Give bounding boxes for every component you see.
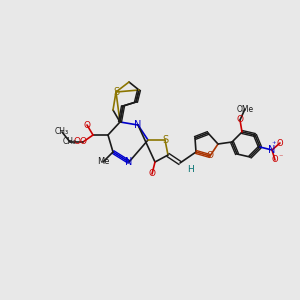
Text: O: O: [277, 139, 283, 148]
Text: O: O: [148, 169, 155, 178]
Text: O: O: [80, 137, 86, 146]
Text: Me: Me: [97, 158, 109, 166]
Text: CH₃: CH₃: [55, 128, 69, 136]
Text: O: O: [236, 116, 244, 124]
Text: O: O: [206, 152, 214, 160]
Text: O: O: [83, 121, 91, 130]
Text: N: N: [125, 157, 133, 167]
Text: ⁻: ⁻: [279, 152, 283, 161]
Text: N: N: [268, 145, 276, 155]
Text: OMe: OMe: [236, 104, 254, 113]
Text: H: H: [187, 166, 194, 175]
Text: CH₂: CH₂: [63, 137, 77, 146]
Text: S: S: [162, 135, 168, 145]
Text: O: O: [73, 137, 80, 146]
Text: O: O: [272, 155, 278, 164]
Text: S: S: [113, 87, 119, 97]
Text: N: N: [134, 120, 142, 130]
Text: ⁺: ⁺: [272, 140, 276, 149]
